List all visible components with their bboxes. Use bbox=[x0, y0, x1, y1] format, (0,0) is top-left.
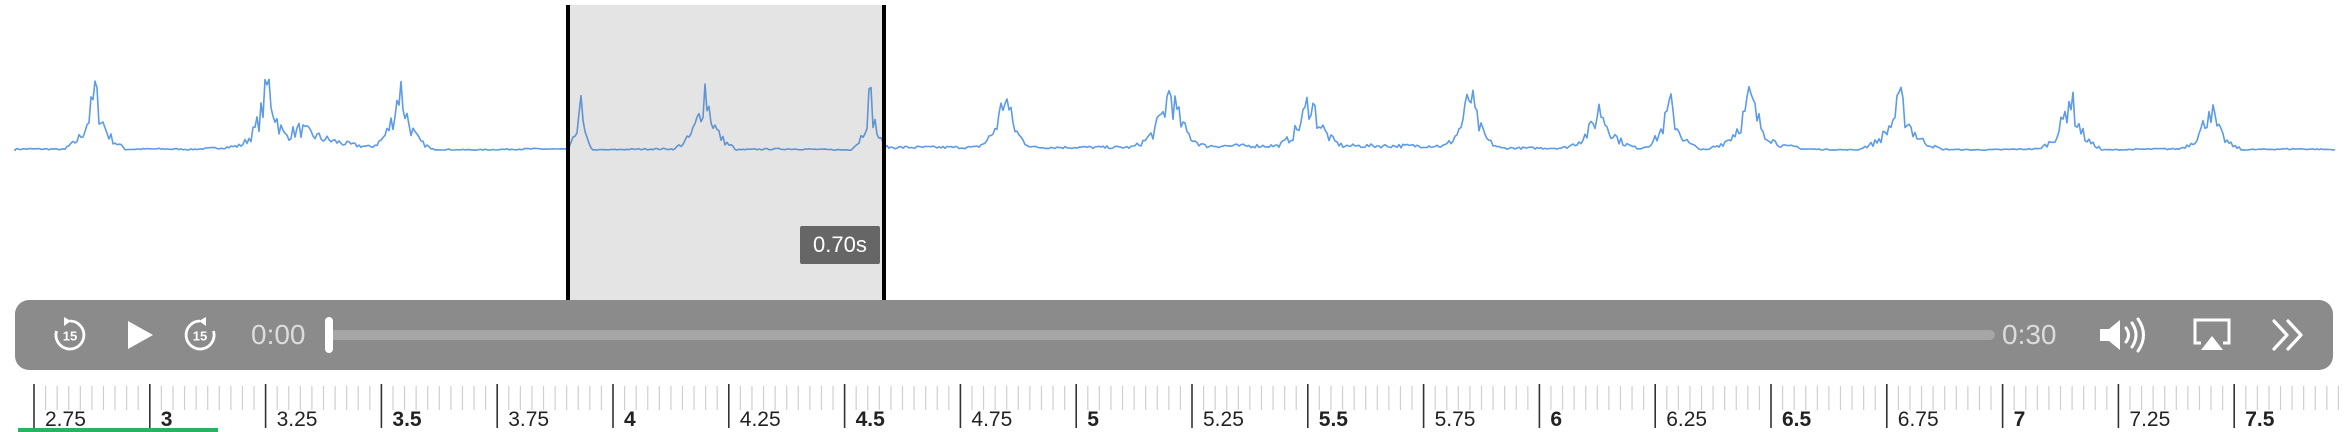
skip-forward-15-icon: 15 bbox=[184, 317, 216, 351]
ruler-label: 5.25 bbox=[1203, 408, 1244, 431]
ruler-label: 6 bbox=[1550, 408, 1562, 431]
airplay-button[interactable] bbox=[2187, 300, 2237, 370]
airplay-icon bbox=[2193, 318, 2231, 350]
ruler-label: 6.25 bbox=[1666, 408, 1707, 431]
ruler-label: 5.75 bbox=[1435, 408, 1476, 431]
progress-scrubber[interactable] bbox=[325, 317, 1995, 353]
volume-button[interactable] bbox=[2095, 300, 2155, 370]
skip-forward-15-label: 15 bbox=[193, 329, 207, 344]
ruler-label: 7 bbox=[2014, 408, 2026, 431]
ruler-label: 2.75 bbox=[45, 408, 86, 431]
current-time: 0:00 bbox=[251, 319, 306, 350]
ruler-label: 4 bbox=[624, 408, 636, 431]
ruler-label: 6.5 bbox=[1782, 408, 1812, 431]
ruler-label: 3 bbox=[161, 408, 173, 431]
more-icon bbox=[2272, 319, 2303, 351]
ruler-label: 3.75 bbox=[508, 408, 549, 431]
selection-duration-tooltip: 0.70s bbox=[800, 226, 880, 264]
ruler-label: 5 bbox=[1087, 408, 1099, 431]
audio-player-controls: 15 15 0:00 0:30 bbox=[15, 300, 2333, 370]
ruler-label: 7.5 bbox=[2245, 408, 2275, 431]
ruler-label: 4.75 bbox=[971, 408, 1012, 431]
ruler-label: 4.25 bbox=[740, 408, 781, 431]
ruler-label: 6.75 bbox=[1898, 408, 1939, 431]
ruler-highlight-bar bbox=[18, 428, 218, 432]
audio-waveform[interactable] bbox=[0, 0, 2348, 300]
total-duration: 0:30 bbox=[2002, 319, 2057, 350]
volume-icon bbox=[2100, 317, 2145, 353]
waveform-trace bbox=[14, 78, 2336, 151]
play-button[interactable] bbox=[115, 300, 165, 370]
ruler-label: 4.5 bbox=[856, 408, 886, 431]
waveform-selection[interactable] bbox=[566, 5, 886, 300]
scrubber-thumb[interactable] bbox=[325, 317, 333, 353]
more-options-button[interactable] bbox=[2263, 300, 2313, 370]
ruler-label: 3.5 bbox=[392, 408, 422, 431]
ruler-label: 5.5 bbox=[1319, 408, 1349, 431]
ruler-label: 3.25 bbox=[277, 408, 318, 431]
play-icon bbox=[128, 321, 153, 349]
ruler-label: 7.25 bbox=[2129, 408, 2170, 431]
skip-back-15-button[interactable]: 15 bbox=[45, 300, 95, 370]
skip-forward-15-button[interactable]: 15 bbox=[175, 300, 225, 370]
skip-back-15-icon: 15 bbox=[54, 317, 86, 351]
time-ruler[interactable]: 2.75 3 3.25 3.5 3.75 4 4.25 4.5 4.75 5 5.25 5.5 5.75… bbox=[0, 380, 2348, 432]
skip-back-15-label: 15 bbox=[63, 329, 77, 344]
